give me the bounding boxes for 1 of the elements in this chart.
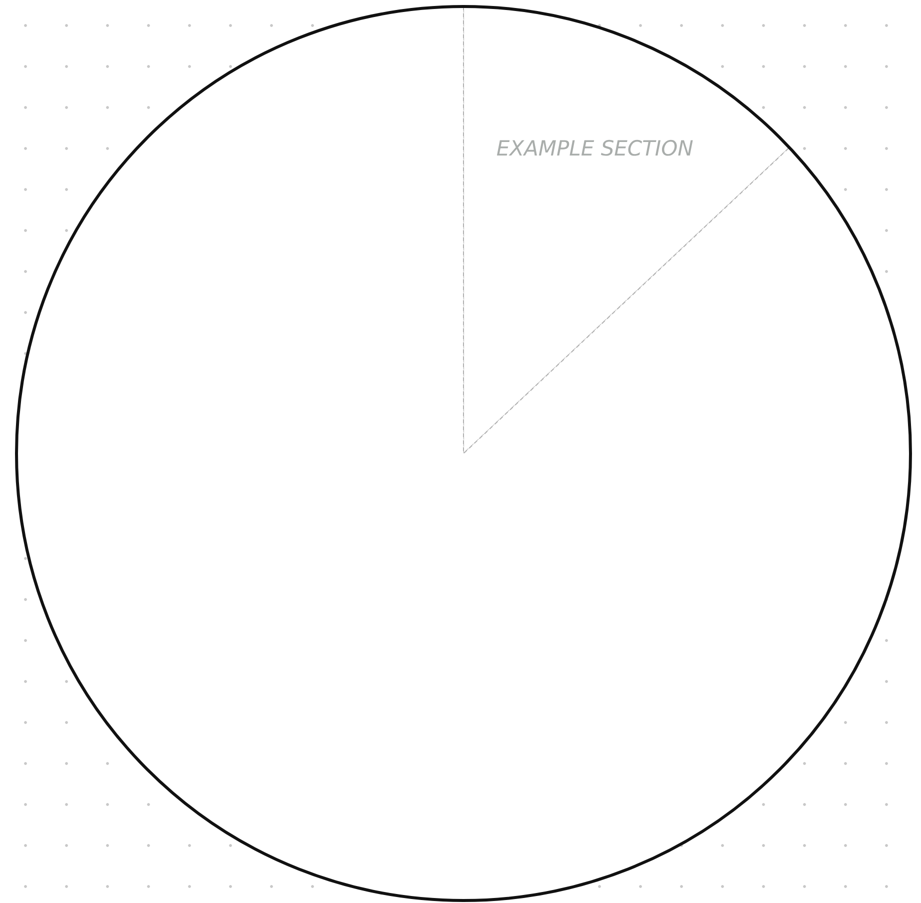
slice-label: EXAMPLE SECTION — [496, 136, 694, 160]
